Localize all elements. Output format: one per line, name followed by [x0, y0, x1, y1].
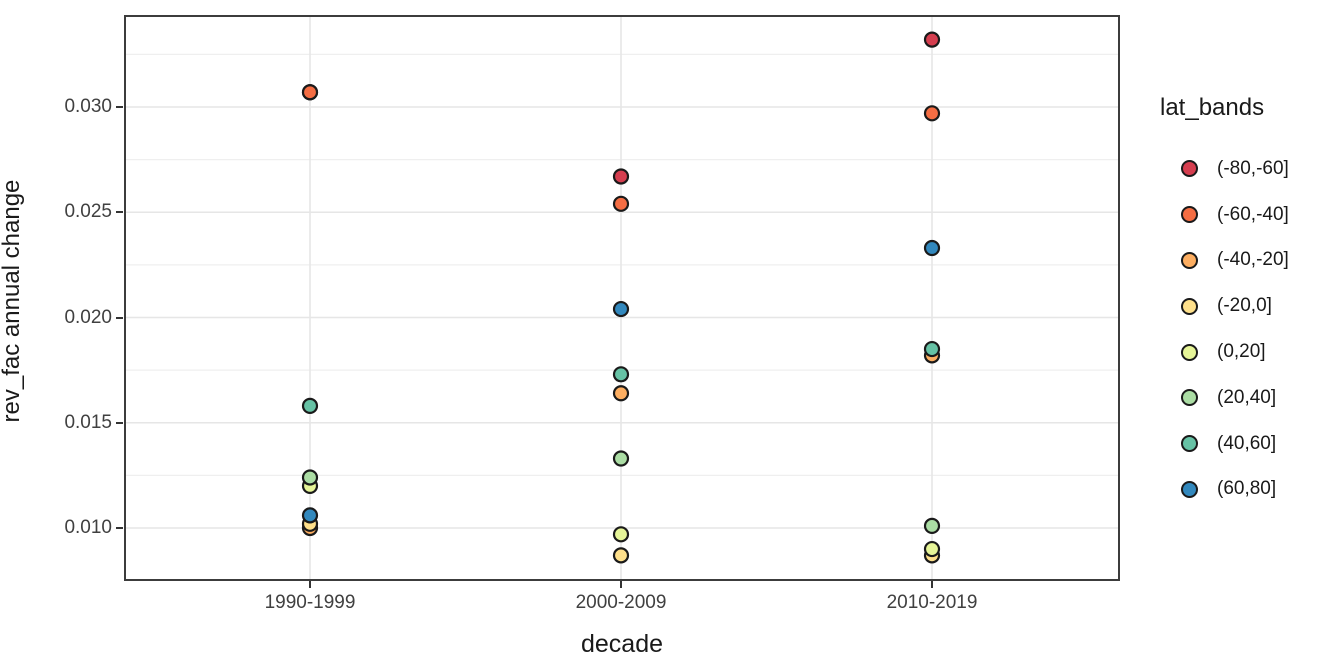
x-tick-mark — [309, 581, 311, 588]
legend-item: (0,20] — [1160, 329, 1289, 375]
data-point — [923, 239, 941, 257]
y-tick-mark — [116, 527, 123, 529]
legend-item-label: (0,20] — [1217, 341, 1266, 363]
legend-item-label: (-40,-20] — [1217, 249, 1289, 271]
data-point — [923, 31, 941, 48]
legend-key-dot — [1181, 160, 1198, 178]
y-tick-label: 0.015 — [64, 411, 112, 433]
legend-item-label: (-20,0] — [1217, 295, 1272, 317]
legend-item-label: (40,60] — [1217, 432, 1277, 454]
legend-item: (-60,-40] — [1160, 192, 1289, 238]
data-point — [923, 517, 941, 534]
y-tick-label: 0.025 — [64, 201, 112, 223]
data-point — [923, 540, 941, 558]
legend-item-label: (-80,-60] — [1217, 157, 1289, 179]
legend-key-dot — [1181, 389, 1198, 407]
data-point — [301, 84, 319, 101]
x-tick-mark — [931, 581, 933, 588]
plot-svg — [126, 17, 1118, 579]
plot-panel — [124, 15, 1120, 581]
legend-title: lat_bands — [1160, 94, 1265, 121]
data-point — [612, 366, 630, 383]
data-point — [612, 300, 630, 318]
legend-key-dot — [1181, 343, 1198, 361]
legend-item: (60,80] — [1160, 467, 1289, 513]
x-axis-title: decade — [580, 630, 664, 658]
legend-key-dot — [1181, 480, 1198, 498]
y-axis-title: rev_fac annual change — [0, 179, 25, 423]
y-tick-mark — [116, 106, 123, 108]
x-tick-label: 1990-1999 — [264, 592, 356, 613]
legend-key-dot — [1181, 297, 1198, 315]
y-tick-mark — [116, 211, 123, 214]
data-point — [612, 547, 630, 564]
legend-items: (-80,-60] (-60,-40] (-40,-20] (-20,0] (0,20]… — [1160, 146, 1289, 512]
x-tick-mark — [620, 581, 622, 588]
y-tick-label: 0.030 — [64, 96, 112, 117]
data-point — [612, 450, 630, 467]
y-tick-label: 0.020 — [64, 306, 112, 328]
data-point — [612, 385, 630, 402]
x-tick-label: 2010-2019 — [886, 592, 978, 613]
legend-item-label: (20,40] — [1217, 386, 1277, 408]
legend-key-dot — [1181, 206, 1198, 224]
data-point — [612, 195, 630, 212]
legend-item-label: (-60,-40] — [1217, 203, 1289, 225]
legend-item-label: (60,80] — [1217, 478, 1277, 500]
data-point — [923, 340, 941, 358]
legend-key-dot — [1181, 435, 1198, 453]
y-tick-label: 0.010 — [64, 517, 112, 538]
legend-key-dot — [1181, 251, 1198, 269]
x-tick-label: 2000-2009 — [575, 592, 667, 613]
legend-item: (20,40] — [1160, 375, 1289, 421]
data-point — [612, 526, 630, 543]
data-point — [301, 397, 319, 415]
data-point — [612, 168, 630, 185]
legend-item: (-40,-20] — [1160, 238, 1289, 284]
data-point — [923, 105, 941, 122]
legend-item: (40,60] — [1160, 421, 1289, 467]
legend-item: (-20,0] — [1160, 283, 1289, 329]
y-tick-mark — [116, 421, 123, 424]
data-point — [301, 469, 319, 486]
data-point — [301, 507, 319, 524]
legend: lat_bands (-80,-60] (-60,-40] (-40,-20] (-2… — [1160, 94, 1289, 512]
legend-item: (-80,-60] — [1160, 146, 1289, 192]
y-tick-mark — [116, 316, 123, 319]
